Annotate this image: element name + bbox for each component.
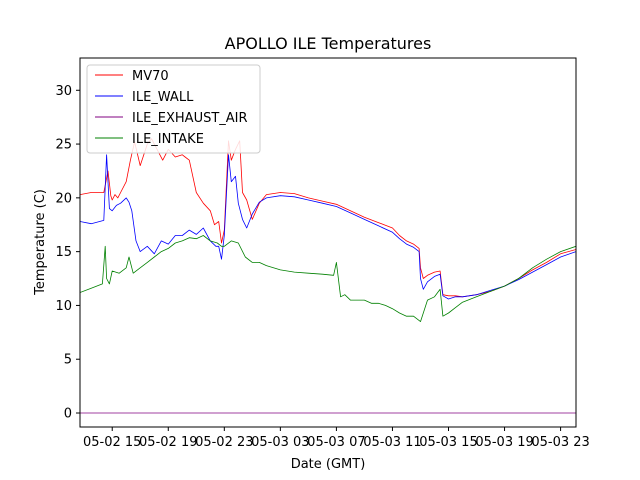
y-tick-label: 10 [55,299,72,314]
series-line-mv70 [80,138,576,298]
legend-label: ILE_EXHAUST_AIR [132,111,248,126]
legend: MV70 ILE_WALL ILE_EXHAUST_AIR ILE_INTAKE [86,64,261,154]
x-tick-label: 05-03 19 [475,435,533,450]
series-line-ile-intake [80,235,576,323]
legend-box [86,64,261,154]
x-tick-label: 05-03 11 [363,435,421,450]
x-axis-title: Date (GMT) [291,457,366,472]
x-tick-label: 05-03 03 [251,435,309,450]
x-tick-label: 05-02 23 [195,435,253,450]
x-tick-label: 05-02 15 [83,435,141,450]
legend-label: MV70 [132,69,169,84]
x-tick-label: 05-03 23 [531,435,589,450]
x-tick-label: 05-03 15 [419,435,477,450]
y-tick-label: 15 [55,245,72,260]
legend-label: ILE_WALL [132,90,194,105]
plot-frame [79,57,577,428]
series-line-ile-wall [80,154,576,300]
y-tick-label: 25 [55,138,72,153]
y-tick-label: 5 [64,353,72,368]
y-tick-label: 20 [55,191,72,206]
legend-label: ILE_INTAKE [132,132,204,147]
y-tick-label: 30 [55,84,72,99]
y-axis-title: Temperature (C) [33,189,48,296]
y-tick-label: 0 [64,407,72,422]
series-layer [80,138,576,414]
chart-title: APOLLO ILE Temperatures [225,34,432,53]
x-tick-label: 05-03 07 [307,435,365,450]
x-tick-label: 05-02 19 [139,435,197,450]
y-axis: 0 5 10 15 20 25 30 [55,84,80,422]
